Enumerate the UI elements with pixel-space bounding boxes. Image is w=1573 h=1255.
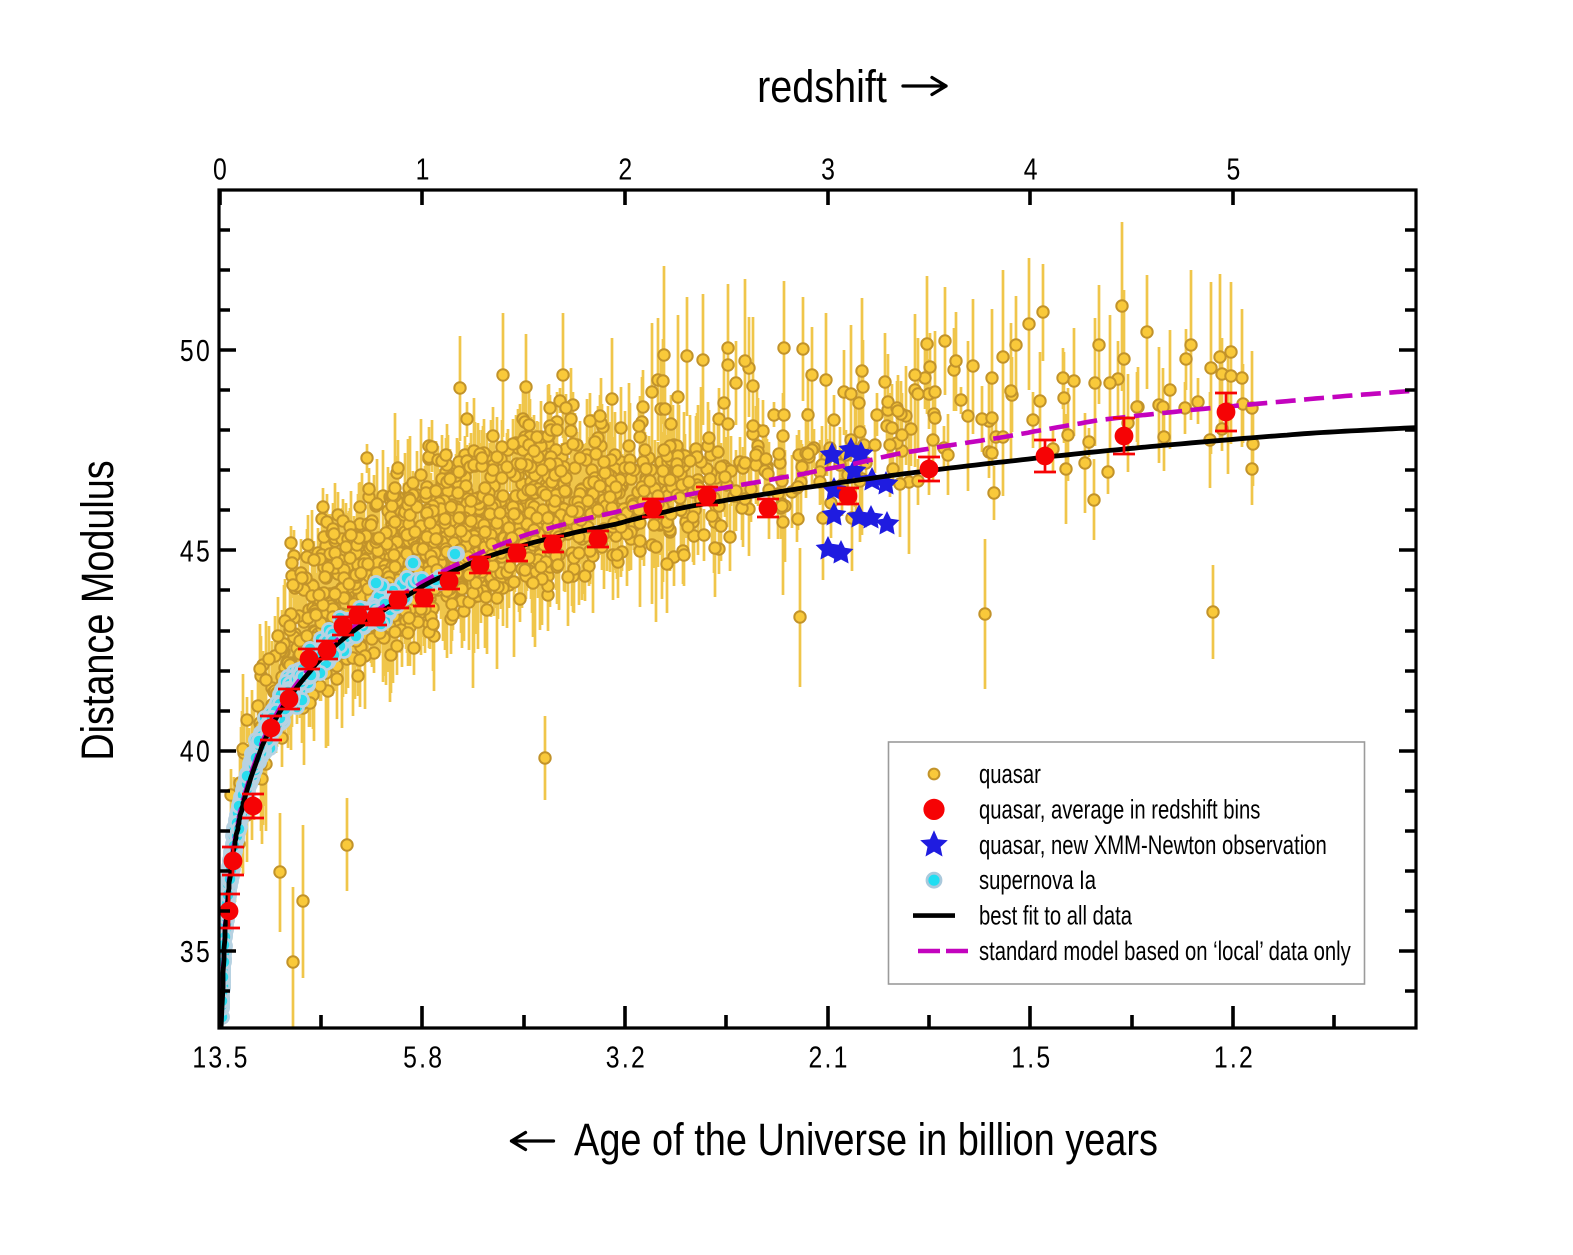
svg-text:quasar, average in redshift bi: quasar, average in redshift bins: [979, 795, 1260, 826]
svg-text:1: 1: [416, 152, 432, 186]
svg-text:4: 4: [1024, 152, 1040, 186]
svg-text:35: 35: [180, 934, 212, 968]
svg-text:45: 45: [180, 534, 212, 568]
svg-text:Distance Modulus: Distance Modulus: [72, 460, 123, 760]
svg-text:1.5: 1.5: [1011, 1040, 1052, 1074]
svg-text:5: 5: [1226, 152, 1242, 186]
svg-text:best fit to all data: best fit to all data: [979, 901, 1133, 932]
svg-text:50: 50: [180, 333, 212, 367]
svg-text:2: 2: [618, 152, 634, 186]
svg-text:2.1: 2.1: [809, 1040, 850, 1074]
svg-text:supernova Ia: supernova Ia: [979, 865, 1097, 896]
svg-text:quasar: quasar: [979, 759, 1041, 790]
svg-text:1.2: 1.2: [1214, 1040, 1255, 1074]
svg-text:5.8: 5.8: [403, 1040, 444, 1074]
svg-text:Age of the Universe in billion: Age of the Universe in billion years: [574, 1114, 1158, 1165]
svg-text:quasar, new XMM-Newton observa: quasar, new XMM-Newton observation: [979, 830, 1327, 861]
svg-text:redshift: redshift: [757, 62, 887, 112]
svg-text:40: 40: [180, 734, 212, 768]
svg-text:3.2: 3.2: [606, 1040, 647, 1074]
svg-text:standard model based on ‘local: standard model based on ‘local’ data onl…: [979, 936, 1351, 967]
svg-text:0: 0: [213, 152, 229, 186]
svg-text:3: 3: [821, 152, 837, 186]
svg-text:13.5: 13.5: [192, 1040, 249, 1074]
